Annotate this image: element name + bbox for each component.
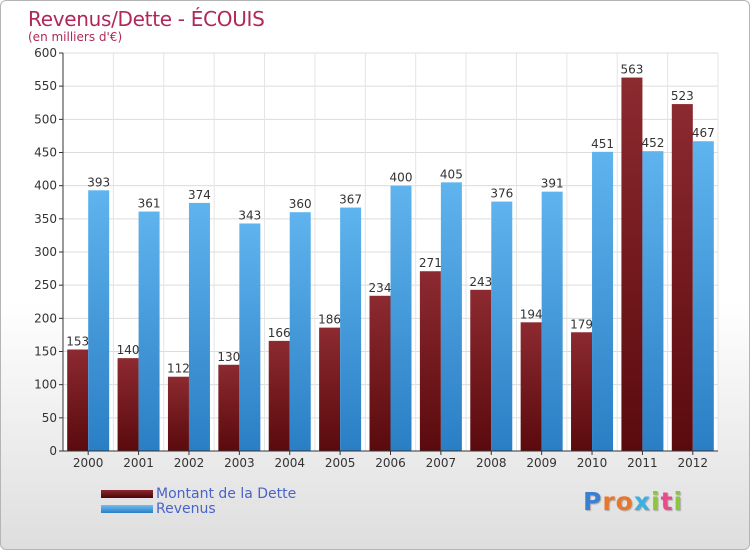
logo-letter: x [633, 487, 651, 516]
bar-revenus [440, 182, 462, 451]
data-label-revenus: 361 [138, 197, 161, 211]
data-label-dette: 234 [369, 281, 392, 295]
data-label-revenus: 367 [339, 193, 362, 207]
legend-label-revenus: Revenus [156, 501, 216, 517]
legend-swatch-dette [101, 490, 153, 498]
x-tick-label: 2004 [274, 456, 305, 470]
data-label-dette: 179 [570, 317, 593, 331]
data-label-revenus: 405 [440, 167, 463, 181]
y-tick-label: 50 [42, 411, 57, 425]
chart-subtitle: (en milliers d'€) [28, 30, 123, 44]
bar-dette [218, 364, 240, 451]
x-tick-label: 2002 [174, 456, 205, 470]
bar-revenus [340, 207, 362, 451]
data-label-revenus: 360 [289, 197, 312, 211]
logo-letter: o [615, 487, 634, 516]
y-tick-label: 550 [34, 79, 57, 93]
y-tick-label: 500 [34, 112, 57, 126]
data-label-dette: 194 [520, 307, 543, 321]
bars [67, 77, 714, 452]
data-label-dette: 140 [117, 343, 140, 357]
x-tick-label: 2009 [526, 456, 557, 470]
y-tick-label: 150 [34, 345, 57, 359]
axes: 0 50 100 150 200 250 300 350 400 450 500 550 600 2000… [34, 46, 718, 470]
bar-dette [621, 77, 643, 451]
bar-dette [167, 376, 189, 451]
y-tick-label: 250 [34, 278, 57, 292]
data-label-dette: 523 [671, 89, 694, 103]
proxiti-logo: Proxiti [583, 487, 683, 516]
y-tick-label: 0 [49, 444, 57, 458]
data-label-revenus: 452 [641, 136, 664, 150]
logo-letter: i [651, 487, 661, 516]
logo-letter: P [583, 487, 603, 516]
data-label-revenus: 467 [692, 126, 715, 140]
data-label-dette: 271 [419, 256, 442, 270]
bar-revenus [692, 141, 714, 451]
data-labels: 153 393 140 361 112 374 130 343 166 360 186 367 234 4… [66, 63, 715, 376]
data-label-revenus: 391 [541, 177, 564, 191]
x-tick-label: 2012 [678, 456, 709, 470]
data-label-dette: 243 [469, 275, 492, 289]
data-label-dette: 153 [66, 335, 89, 349]
bar-revenus [642, 151, 664, 451]
bar-dette [319, 327, 341, 451]
data-label-dette: 186 [318, 313, 341, 327]
x-tick-label: 2011 [627, 456, 658, 470]
y-tick-label: 450 [34, 146, 57, 160]
bar-revenus [592, 151, 614, 451]
y-tick-label: 200 [34, 311, 57, 325]
bar-revenus [88, 190, 110, 451]
x-tick-label: 2008 [476, 456, 507, 470]
bar-dette [369, 295, 391, 451]
data-label-dette: 112 [167, 362, 190, 376]
data-label-revenus: 376 [490, 187, 513, 201]
x-tick-label: 2001 [123, 456, 154, 470]
bar-dette [419, 271, 441, 451]
bar-revenus [138, 211, 160, 451]
bar-revenus [239, 223, 261, 451]
bar-revenus [390, 185, 412, 451]
logo-letter: i [673, 487, 684, 516]
x-tick-label: 2007 [426, 456, 457, 470]
bar-dette [520, 322, 542, 451]
data-label-revenus: 400 [390, 171, 413, 185]
bar-revenus [188, 202, 210, 451]
bar-revenus [541, 191, 563, 452]
data-label-revenus: 393 [87, 175, 110, 189]
bar-dette [67, 349, 89, 451]
x-tick-label: 2003 [224, 456, 255, 470]
bar-dette [671, 104, 693, 452]
data-label-dette: 166 [268, 326, 291, 340]
logo-letter: t [660, 487, 674, 516]
data-label-dette: 563 [620, 63, 643, 77]
chart-title: Revenus/Dette - ÉCOUIS [28, 7, 265, 31]
y-tick-label: 600 [34, 46, 57, 60]
y-tick-label: 100 [34, 378, 57, 392]
legend-label-dette: Montant de la Dette [156, 486, 297, 502]
bar-dette [571, 332, 593, 451]
legend-swatch-revenus [101, 505, 153, 513]
x-tick-label: 2000 [73, 456, 104, 470]
bar-revenus [491, 201, 513, 451]
x-tick-label: 2005 [325, 456, 356, 470]
data-label-revenus: 343 [238, 208, 261, 222]
data-label-dette: 130 [217, 350, 240, 364]
y-tick-label: 300 [34, 245, 57, 259]
logo-letter: r [602, 487, 616, 516]
bar-dette [470, 289, 492, 451]
data-label-revenus: 451 [591, 137, 614, 151]
bar-dette [117, 358, 139, 451]
y-tick-label: 400 [34, 179, 57, 193]
x-tick-label: 2006 [375, 456, 406, 470]
x-tick-label: 2010 [577, 456, 608, 470]
y-tick-label: 350 [34, 212, 57, 226]
bar-dette [268, 340, 290, 451]
bar-revenus [289, 212, 311, 451]
data-label-revenus: 374 [188, 188, 211, 202]
